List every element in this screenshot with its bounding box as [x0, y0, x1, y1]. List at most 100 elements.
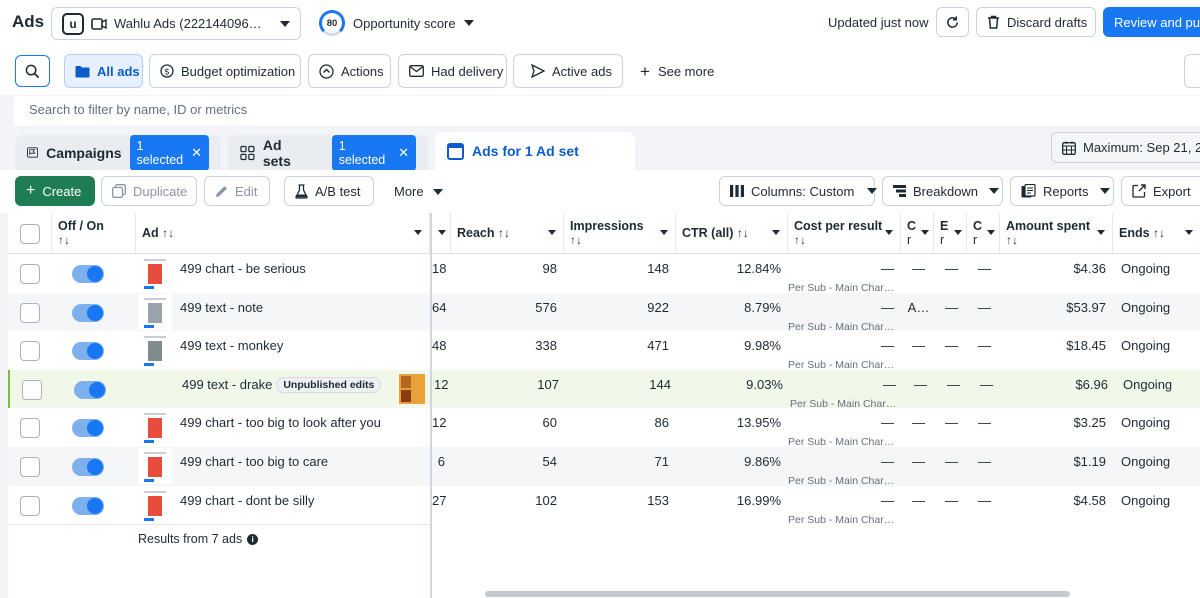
delivery-toggle[interactable]	[74, 380, 106, 399]
delivery-toggle[interactable]	[72, 265, 104, 283]
filter-active-ads[interactable]: Active ads	[513, 54, 623, 88]
ad-name[interactable]: 499 text - monkey	[180, 338, 284, 354]
account-selector[interactable]: u Wahlu Ads (222144096…	[51, 7, 301, 40]
header-col-c1[interactable]: C r	[901, 213, 934, 254]
filter-all-ads[interactable]: All ads	[64, 54, 143, 88]
table-row[interactable]: 499 chart - dont be silly 27 102 153 16.99% —…	[8, 486, 1200, 526]
reports-button[interactable]: Reports	[1010, 176, 1114, 206]
sort-icon[interactable]: ↑↓	[736, 226, 749, 240]
chevron-down-icon[interactable]	[414, 230, 422, 235]
select-all-checkbox[interactable]	[20, 224, 40, 244]
ad-name[interactable]: 499 chart - dont be silly	[180, 492, 315, 508]
columns-button[interactable]: Columns: Custom	[719, 176, 878, 206]
table-row[interactable]: 499 chart - be serious 18 98 148 12.84% — Per …	[8, 254, 1200, 294]
chevron-down-icon[interactable]	[1185, 230, 1193, 235]
row-checkbox[interactable]	[20, 457, 40, 477]
ad-preview-thumbnail[interactable]	[399, 373, 425, 404]
filter-actions[interactable]: Actions	[308, 54, 391, 88]
row-checkbox[interactable]	[20, 264, 40, 284]
refresh-button[interactable]	[936, 7, 969, 37]
opportunity-score[interactable]: 80 Opportunity score	[319, 10, 474, 36]
chevron-down-icon[interactable]	[954, 230, 962, 235]
filter-had-delivery[interactable]: Had delivery	[398, 54, 507, 88]
delivery-toggle[interactable]	[72, 303, 104, 322]
table-row[interactable]: 499 chart - too big to look after you 12 6…	[8, 408, 1200, 448]
ad-name-cell[interactable]: 499 text - note	[180, 293, 400, 332]
header-cost-per-result[interactable]: Cost per result ↑↓	[788, 213, 901, 254]
ad-thumbnail[interactable]	[138, 293, 172, 330]
ad-name[interactable]: 499 text - note	[180, 299, 264, 315]
row-checkbox[interactable]	[20, 302, 40, 323]
header-ends[interactable]: Ends ↑↓	[1113, 213, 1200, 254]
breakdown-button[interactable]: Breakdown	[882, 176, 1003, 206]
chevron-down-icon[interactable]	[772, 230, 780, 235]
ad-name-cell[interactable]: 499 text - drake Unpublished edits	[182, 370, 402, 409]
delivery-toggle[interactable]	[72, 496, 104, 515]
ab-test-button[interactable]: A/B test	[284, 176, 374, 206]
tab-ad-sets[interactable]: Ad sets 1 selected ✕	[228, 134, 428, 171]
header-ad[interactable]: Ad ↑↓	[136, 213, 430, 254]
edit-button[interactable]: Edit	[204, 176, 270, 206]
sort-icon[interactable]: ↑↓	[58, 233, 70, 247]
create-button[interactable]: + Create	[15, 176, 95, 206]
ad-name[interactable]: 499 chart - be serious	[180, 261, 306, 276]
sort-icon[interactable]: ↑↓	[162, 226, 175, 240]
ad-thumbnail[interactable]	[138, 332, 172, 369]
ad-name-cell[interactable]: 499 chart - too big to care	[180, 447, 400, 486]
tab-ads[interactable]: Ads for 1 Ad set	[435, 132, 635, 170]
tab-campaigns[interactable]: Campaigns 1 selected ✕	[15, 134, 221, 171]
header-off-on[interactable]: Off / On ↑↓	[52, 213, 136, 254]
search-input[interactable]: Search to filter by name, ID or metrics	[14, 96, 1200, 126]
ad-name[interactable]: 499 text - drake	[182, 376, 273, 392]
table-row[interactable]: 499 text - monkey 48 338 471 9.98% — Per Sub -…	[8, 331, 1200, 371]
delivery-toggle[interactable]	[72, 458, 104, 476]
duplicate-button[interactable]: Duplicate	[101, 176, 197, 206]
export-button[interactable]: Export	[1121, 176, 1200, 206]
ad-thumbnail[interactable]	[138, 255, 172, 291]
table-row[interactable]: 499 text - note 64 576 922 8.79% — Per Sub - M…	[8, 292, 1200, 333]
ad-thumbnail[interactable]	[138, 409, 172, 446]
view-options-button[interactable]	[1184, 54, 1200, 88]
info-icon[interactable]: i	[247, 533, 259, 545]
horizontal-scrollbar[interactable]	[485, 591, 1070, 597]
ad-name-cell[interactable]: 499 chart - dont be silly	[180, 486, 400, 525]
close-icon[interactable]: ✕	[398, 144, 409, 160]
delivery-toggle[interactable]	[72, 419, 104, 438]
search-toggle-button[interactable]	[15, 55, 50, 87]
chevron-down-icon[interactable]	[438, 230, 446, 235]
row-checkbox[interactable]	[20, 341, 40, 362]
ad-name[interactable]: 499 chart - too big to care	[180, 454, 329, 469]
review-and-publish-button[interactable]: Review and pub	[1103, 7, 1200, 37]
header-col-c3[interactable]: C r	[967, 213, 1000, 254]
ad-name-cell[interactable]: 499 text - monkey	[180, 331, 400, 370]
row-checkbox[interactable]	[20, 418, 40, 439]
sort-icon[interactable]: ↑↓	[794, 233, 806, 247]
discard-drafts-button[interactable]: Discard drafts	[976, 7, 1096, 37]
row-checkbox[interactable]	[22, 379, 42, 400]
header-col-c2[interactable]: E r	[934, 213, 967, 254]
chevron-down-icon[interactable]	[921, 230, 929, 235]
table-row[interactable]: 499 text - drake Unpublished edits 12 107 14…	[8, 369, 1200, 410]
sort-icon[interactable]: ↑↓	[1006, 233, 1018, 247]
close-icon[interactable]: ✕	[191, 144, 202, 160]
sort-icon[interactable]: ↑↓	[498, 226, 511, 240]
ad-name-cell[interactable]: 499 chart - too big to look after you	[180, 408, 400, 447]
delivery-toggle[interactable]	[72, 342, 104, 361]
ad-name[interactable]: 499 chart - too big to look after you	[180, 415, 381, 431]
ad-name-cell[interactable]: 499 chart - be serious	[180, 254, 400, 293]
header-ctr[interactable]: CTR (all) ↑↓	[676, 213, 788, 254]
date-range-picker[interactable]: Maximum: Sep 21, 202	[1051, 132, 1200, 163]
chevron-down-icon[interactable]	[885, 230, 893, 235]
chevron-down-icon[interactable]	[548, 230, 556, 235]
see-more-button[interactable]: + See more	[640, 63, 714, 80]
ad-thumbnail[interactable]	[138, 448, 172, 484]
header-reach[interactable]: Reach ↑↓	[451, 213, 564, 254]
campaigns-selected-chip[interactable]: 1 selected ✕	[129, 134, 209, 171]
chevron-down-icon[interactable]	[1097, 230, 1105, 235]
sort-icon[interactable]: ↑↓	[1153, 226, 1166, 240]
ad-sets-selected-chip[interactable]: 1 selected ✕	[331, 134, 416, 171]
table-row[interactable]: 499 chart - too big to care 6 54 71 9.86% — Pe…	[8, 447, 1200, 487]
filter-budget-optimization[interactable]: $ Budget optimization	[149, 54, 301, 88]
header-amount-spent[interactable]: Amount spent ↑↓	[1000, 213, 1113, 254]
chevron-down-icon[interactable]	[987, 230, 995, 235]
